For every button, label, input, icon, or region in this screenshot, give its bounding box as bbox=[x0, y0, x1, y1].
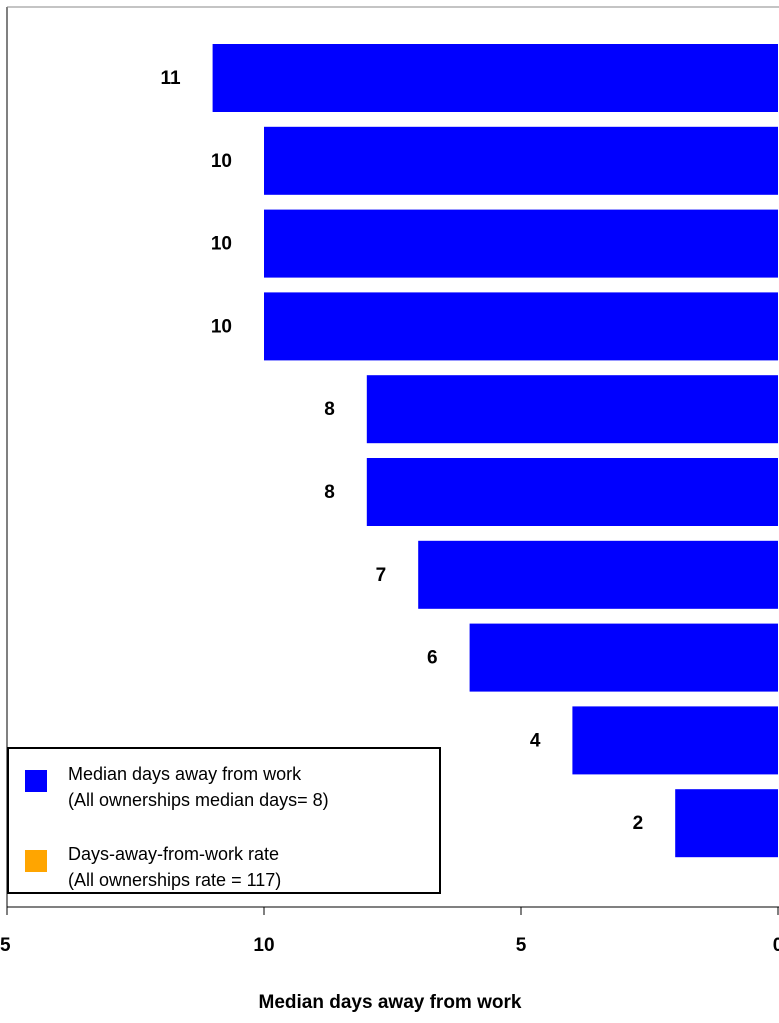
x-tick-label: 10 bbox=[253, 935, 274, 956]
bar bbox=[469, 623, 778, 692]
bar bbox=[572, 706, 778, 775]
value-label: 2 bbox=[633, 813, 644, 834]
value-label: 10 bbox=[211, 234, 232, 255]
value-label: 10 bbox=[211, 151, 232, 172]
legend-swatch bbox=[25, 770, 47, 792]
bar bbox=[418, 540, 778, 609]
bar bbox=[264, 209, 778, 278]
legend-label: Median days away from work bbox=[68, 764, 302, 784]
legend-label: (All ownerships median days= 8) bbox=[68, 790, 329, 810]
value-label: 11 bbox=[161, 68, 182, 89]
legend-box bbox=[7, 747, 441, 894]
value-label: 6 bbox=[427, 648, 438, 669]
value-label: 4 bbox=[530, 730, 541, 751]
legend-label: (All ownerships rate = 117) bbox=[68, 870, 281, 890]
legend-label: Days-away-from-work rate bbox=[68, 844, 279, 864]
bar bbox=[366, 375, 778, 444]
bar bbox=[264, 126, 778, 195]
x-tick-label: 5 bbox=[0, 935, 11, 956]
bar bbox=[675, 789, 778, 858]
bar bbox=[366, 458, 778, 526]
legend-swatch bbox=[25, 850, 47, 872]
x-axis-title: Median days away from work bbox=[259, 992, 522, 1013]
bar bbox=[264, 292, 778, 361]
value-label: 8 bbox=[324, 399, 335, 420]
value-label: 8 bbox=[324, 482, 335, 503]
x-tick-label: 5 bbox=[516, 935, 527, 956]
x-tick-label: 0 bbox=[773, 935, 779, 956]
value-label: 10 bbox=[211, 316, 232, 337]
value-label: 7 bbox=[376, 565, 387, 586]
bar bbox=[212, 44, 779, 112]
